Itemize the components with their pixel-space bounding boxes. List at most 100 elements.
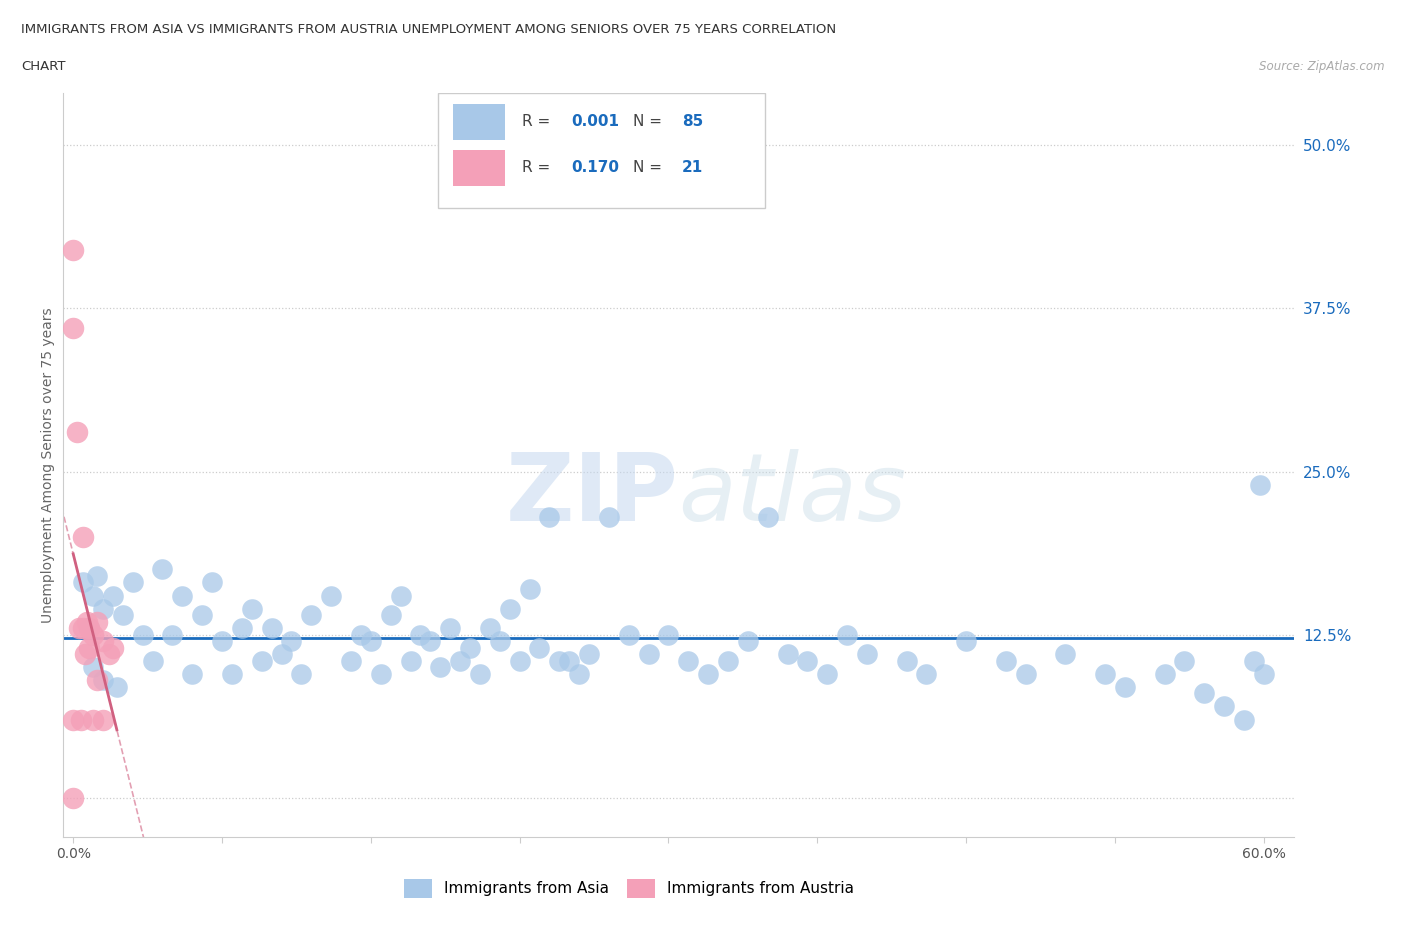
Point — [915, 667, 938, 682]
Point — [955, 633, 977, 648]
Point — [519, 581, 541, 596]
Text: N =: N = — [633, 160, 666, 175]
Point — [77, 640, 100, 655]
Point — [488, 633, 510, 648]
Point — [350, 627, 373, 642]
Point — [250, 654, 273, 669]
Point — [1094, 667, 1116, 682]
Point — [737, 633, 759, 648]
Point — [72, 529, 94, 544]
Point — [548, 654, 571, 669]
Point — [201, 575, 224, 590]
Point — [1173, 654, 1195, 669]
Text: 0.001: 0.001 — [571, 113, 620, 128]
Point — [389, 588, 412, 603]
Point — [1249, 477, 1271, 492]
Point — [75, 647, 97, 662]
FancyBboxPatch shape — [439, 93, 765, 208]
Point — [82, 627, 104, 642]
Point — [77, 620, 100, 635]
Point — [717, 654, 740, 669]
FancyBboxPatch shape — [453, 151, 505, 186]
Y-axis label: Unemployment Among Seniors over 75 years: Unemployment Among Seniors over 75 years — [41, 307, 55, 623]
Text: N =: N = — [633, 113, 666, 128]
Point — [91, 712, 114, 727]
Point — [211, 633, 233, 648]
Point — [77, 620, 100, 635]
Point — [558, 654, 581, 669]
Point — [1054, 647, 1077, 662]
Point — [1114, 680, 1136, 695]
Point — [231, 620, 253, 635]
Point — [62, 790, 84, 805]
Point — [131, 627, 153, 642]
Point — [617, 627, 640, 642]
Text: IMMIGRANTS FROM ASIA VS IMMIGRANTS FROM AUSTRIA UNEMPLOYMENT AMONG SENIORS OVER : IMMIGRANTS FROM ASIA VS IMMIGRANTS FROM … — [21, 23, 837, 36]
Text: R =: R = — [522, 160, 555, 175]
Point — [299, 607, 322, 622]
Point — [678, 654, 700, 669]
Point — [290, 667, 312, 682]
Point — [419, 633, 441, 648]
Point — [697, 667, 720, 682]
Text: 85: 85 — [682, 113, 703, 128]
Point — [429, 660, 451, 675]
Point — [142, 654, 165, 669]
Point — [91, 633, 114, 648]
Point — [121, 575, 143, 590]
Point — [91, 673, 114, 688]
Point — [76, 614, 98, 629]
Point — [1014, 667, 1036, 682]
Point — [62, 321, 84, 336]
Point — [111, 607, 134, 622]
Point — [82, 712, 104, 727]
Point — [637, 647, 659, 662]
Point — [62, 242, 84, 257]
Point — [101, 588, 124, 603]
Point — [97, 647, 120, 662]
Point — [449, 654, 471, 669]
Point — [1213, 699, 1236, 714]
Point — [409, 627, 432, 642]
Legend: Immigrants from Asia, Immigrants from Austria: Immigrants from Asia, Immigrants from Au… — [398, 873, 860, 904]
Point — [370, 667, 392, 682]
Point — [172, 588, 194, 603]
Text: Source: ZipAtlas.com: Source: ZipAtlas.com — [1260, 60, 1385, 73]
Point — [1243, 654, 1265, 669]
Point — [321, 588, 343, 603]
Point — [280, 633, 302, 648]
Point — [260, 620, 283, 635]
Point — [162, 627, 184, 642]
Point — [66, 425, 89, 440]
Point — [815, 667, 838, 682]
Point — [896, 654, 918, 669]
Point — [86, 568, 108, 583]
Point — [67, 620, 90, 635]
Point — [191, 607, 214, 622]
Point — [1233, 712, 1256, 727]
Point — [1253, 667, 1275, 682]
Point — [399, 654, 422, 669]
Text: CHART: CHART — [21, 60, 66, 73]
Point — [82, 660, 104, 675]
Text: 21: 21 — [682, 160, 703, 175]
Point — [856, 647, 879, 662]
Point — [105, 680, 128, 695]
Point — [82, 588, 104, 603]
Point — [529, 640, 551, 655]
Point — [776, 647, 799, 662]
Point — [499, 601, 522, 616]
Point — [181, 667, 204, 682]
Point — [835, 627, 858, 642]
FancyBboxPatch shape — [453, 104, 505, 140]
Point — [91, 601, 114, 616]
Point — [70, 712, 93, 727]
Point — [1153, 667, 1175, 682]
Point — [240, 601, 263, 616]
Point — [380, 607, 402, 622]
Text: 0.170: 0.170 — [571, 160, 620, 175]
Point — [86, 673, 108, 688]
Point — [72, 575, 94, 590]
Point — [270, 647, 292, 662]
Point — [1192, 686, 1215, 701]
